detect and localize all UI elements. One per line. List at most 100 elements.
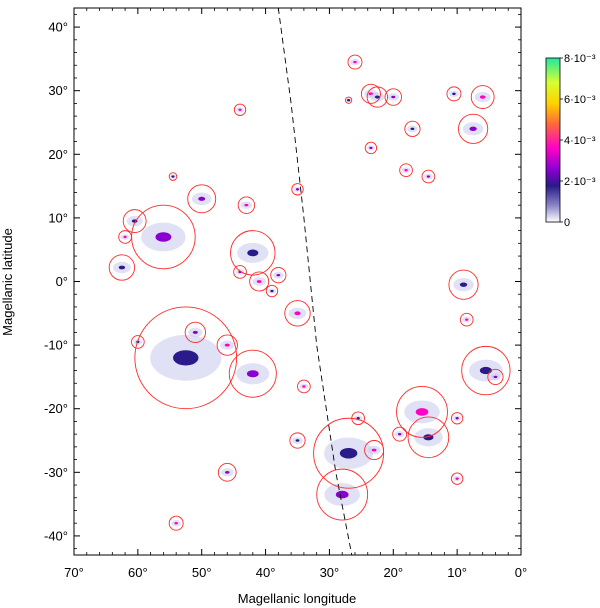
y-tick-label: 20° bbox=[48, 147, 68, 162]
emission-core bbox=[452, 92, 456, 96]
emission-core bbox=[391, 95, 396, 99]
cloud-circle bbox=[396, 385, 448, 438]
emission-core bbox=[415, 408, 429, 416]
emission-core bbox=[493, 375, 498, 379]
y-tick-label: -20° bbox=[44, 401, 68, 416]
y-tick-label: 40° bbox=[48, 20, 68, 35]
emission-core bbox=[174, 521, 178, 525]
x-tick-label: 0° bbox=[515, 565, 527, 580]
emission-core bbox=[455, 477, 459, 480]
x-tick-label: 20° bbox=[383, 565, 403, 580]
cloud-circle bbox=[450, 412, 464, 425]
cloud-circle bbox=[230, 230, 276, 276]
cloud-circle bbox=[131, 335, 145, 349]
cloud-circle bbox=[228, 349, 277, 398]
dashed-line bbox=[277, 7, 353, 556]
emission-core bbox=[244, 203, 249, 207]
emission-core bbox=[404, 168, 408, 172]
cloud-circle bbox=[134, 306, 238, 410]
emission-core bbox=[397, 432, 402, 436]
x-tick-label: 40° bbox=[256, 565, 276, 580]
emission-core bbox=[192, 330, 198, 334]
cloud-circle bbox=[461, 345, 511, 396]
cloud-circle bbox=[364, 141, 378, 155]
cloud-circle bbox=[459, 312, 474, 327]
x-tick-label: 30° bbox=[320, 565, 340, 580]
emission-core bbox=[479, 95, 486, 99]
emission-core bbox=[374, 95, 380, 99]
cloud-circle bbox=[347, 54, 363, 70]
emission-core bbox=[123, 235, 127, 239]
y-tick-label: 10° bbox=[48, 210, 68, 225]
emission-core bbox=[224, 343, 230, 347]
cloud-circle bbox=[216, 334, 238, 356]
emission-core bbox=[246, 370, 259, 378]
cloud-circle bbox=[316, 468, 369, 521]
cloud-circle bbox=[184, 321, 206, 344]
emission-core bbox=[455, 417, 459, 420]
cloud-circle bbox=[366, 86, 388, 108]
cloud-circle bbox=[122, 209, 147, 233]
emission-core bbox=[256, 280, 262, 283]
colorbar: 0 2·10⁻³ 4·10⁻³ 6·10⁻³ 8·10⁻³ bbox=[545, 53, 596, 229]
cloud-circle bbox=[421, 169, 436, 184]
emission-core bbox=[270, 289, 274, 293]
emission-core bbox=[295, 188, 300, 191]
y-tick-label: -30° bbox=[44, 465, 68, 480]
emission-core bbox=[295, 439, 300, 442]
cloud-circle bbox=[108, 254, 136, 281]
cloud-circle bbox=[187, 184, 217, 214]
emission-core bbox=[302, 385, 306, 388]
cloud-circle bbox=[407, 416, 450, 459]
emission-core bbox=[353, 60, 357, 64]
y-axis-label: Magellanic latitude bbox=[0, 228, 15, 336]
cloud-circle bbox=[237, 196, 256, 214]
colorbar-gradient bbox=[545, 57, 561, 223]
cloud-circle bbox=[291, 183, 304, 196]
x-tick-label: 70° bbox=[64, 565, 84, 580]
colorbar-label: 4·10⁻³ bbox=[564, 135, 596, 147]
emission-core bbox=[371, 448, 377, 452]
cloud-circle bbox=[392, 426, 408, 442]
emission-core bbox=[335, 490, 349, 499]
y-tick-label: 0° bbox=[56, 274, 68, 289]
colorbar-label: 8·10⁻³ bbox=[564, 53, 596, 65]
colorbar-label: 0 bbox=[564, 217, 570, 229]
emission-core bbox=[426, 175, 431, 178]
colorbar-label: 6·10⁻³ bbox=[564, 94, 596, 106]
cloud-circle bbox=[360, 83, 381, 104]
cloud-circle bbox=[384, 88, 403, 106]
cloud-circle bbox=[297, 379, 311, 394]
emission-core bbox=[356, 417, 360, 420]
cloud-circle bbox=[351, 411, 365, 426]
cloud-circle bbox=[399, 163, 413, 178]
cloud-circle bbox=[446, 86, 462, 102]
cloud-circle bbox=[344, 96, 353, 104]
cloud-circle bbox=[249, 271, 270, 292]
cloud-circle bbox=[284, 300, 311, 327]
emission-core bbox=[247, 249, 259, 257]
cloud-circle bbox=[217, 462, 237, 482]
cloud-circle bbox=[118, 230, 132, 244]
emission-core bbox=[238, 108, 242, 111]
cloud-circle bbox=[487, 368, 504, 385]
emission-core bbox=[465, 318, 469, 321]
emission-core bbox=[173, 350, 199, 366]
emission-core bbox=[225, 470, 230, 474]
cloud-circle bbox=[233, 103, 247, 116]
cloud-circle bbox=[470, 85, 495, 109]
y-tick-label: 30° bbox=[48, 83, 68, 98]
emission-core bbox=[459, 282, 468, 287]
cloud-circle bbox=[458, 113, 489, 144]
cloud-circle bbox=[450, 472, 464, 485]
cloud-circle bbox=[364, 440, 385, 461]
plot-background bbox=[74, 8, 521, 555]
axes: 70° 60° 50° 40° 30° 20° 10° 0° 40° 30° 20° 10° 0° -10… bbox=[44, 7, 527, 580]
emission-core bbox=[198, 196, 206, 201]
emission-core bbox=[155, 232, 172, 242]
emission-core bbox=[171, 175, 175, 178]
emission-core bbox=[346, 99, 351, 102]
cloud-circle bbox=[265, 284, 279, 298]
emission-core bbox=[339, 447, 358, 459]
